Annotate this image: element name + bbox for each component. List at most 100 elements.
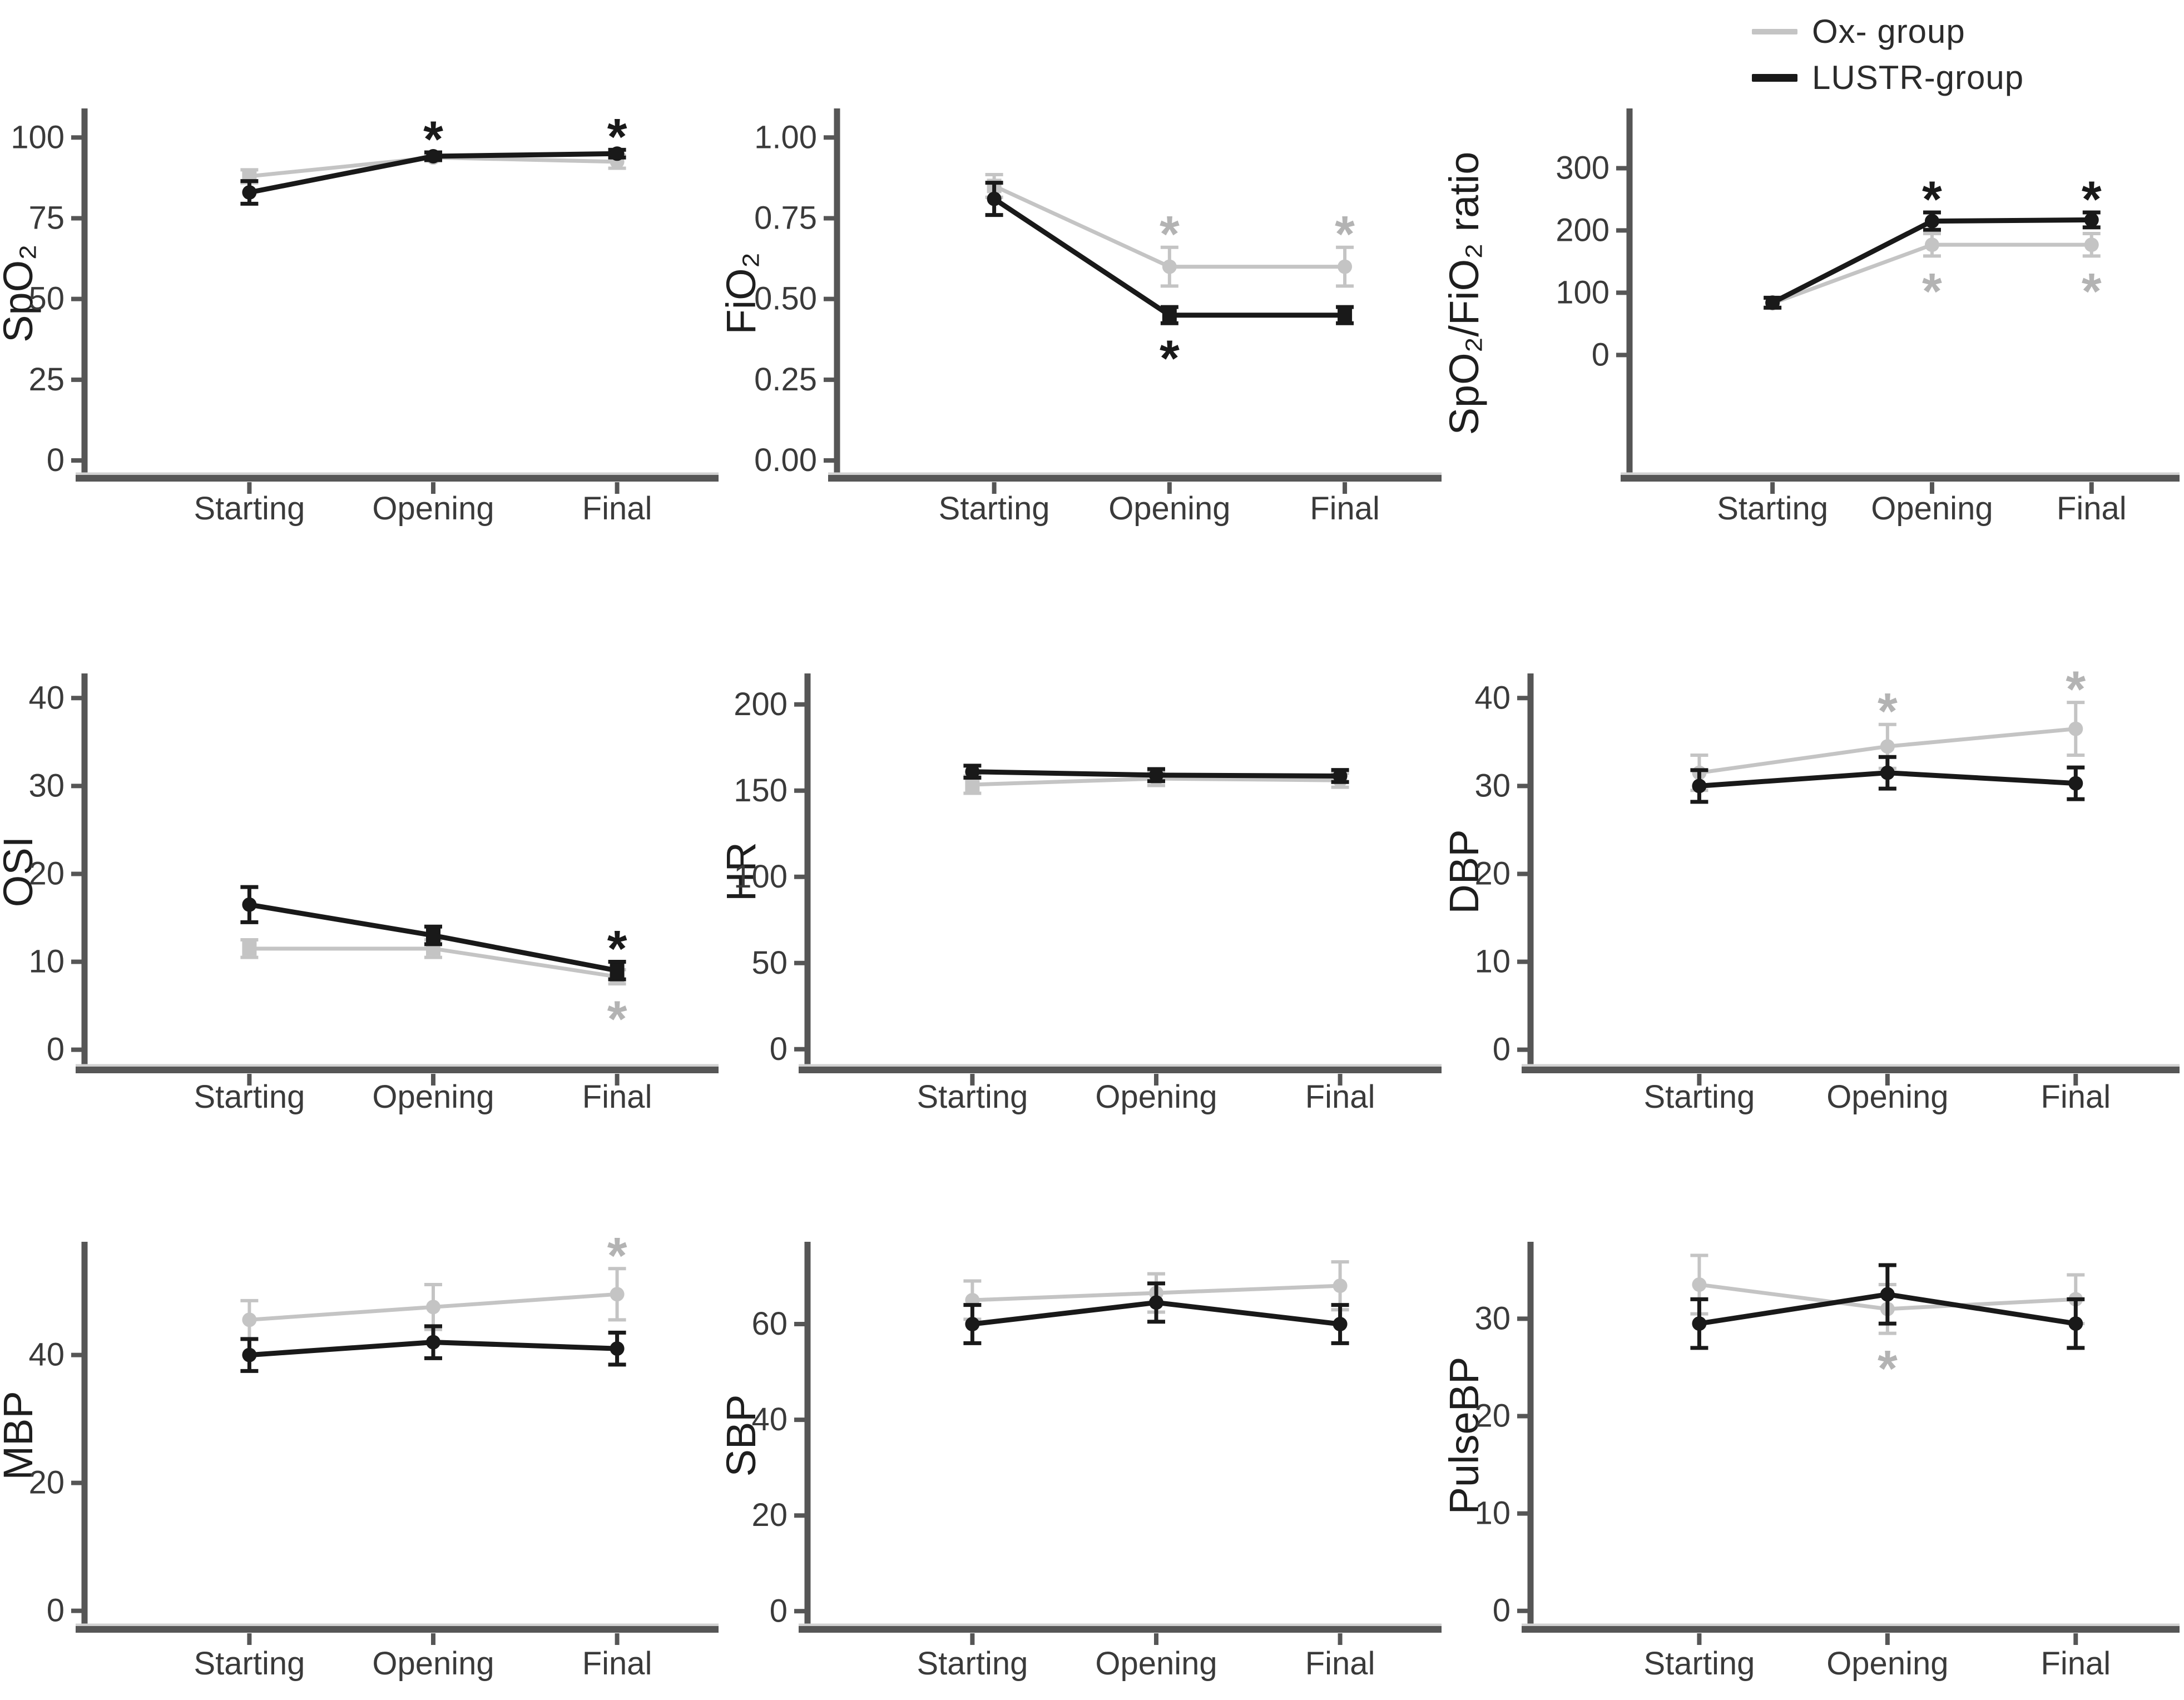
significance-asterisk: *	[2066, 661, 2086, 718]
x-tick-label: Final	[582, 1079, 652, 1115]
y-tick-label: 30	[1474, 767, 1511, 804]
data-point	[2068, 1316, 2083, 1331]
data-point	[1162, 308, 1177, 323]
series-lustr-group	[240, 885, 626, 982]
data-point	[1338, 308, 1353, 323]
x-tick-label: Starting	[1717, 490, 1828, 527]
data-point	[1924, 214, 1939, 229]
series-lustr-group	[963, 1281, 1349, 1345]
data-point	[965, 1317, 980, 1332]
data-point	[1924, 237, 1939, 252]
data-point	[1333, 1278, 1348, 1293]
x-tick-label: Opening	[1095, 1079, 1217, 1115]
y-tick-label: 20	[1474, 855, 1511, 891]
y-axis-label: FiO₂	[723, 252, 764, 335]
data-point	[426, 928, 440, 943]
series-lustr-group	[1764, 210, 2101, 310]
data-point	[1333, 1317, 1348, 1332]
chart-HR: HR 0 50 100 150 200 Starting Opening Final	[723, 673, 1442, 1115]
significance-asterisk: *	[607, 991, 627, 1048]
significance-asterisk: *	[1160, 330, 1180, 387]
data-point	[1880, 1287, 1895, 1302]
legend-item-label: Ox- group	[1812, 13, 1965, 50]
data-point	[242, 1312, 257, 1327]
x-tick-label: Starting	[194, 1079, 305, 1115]
x-tick-label: Final	[2041, 1646, 2111, 1682]
x-tick-label: Final	[2057, 490, 2127, 527]
data-point	[242, 185, 257, 200]
data-point	[242, 941, 257, 956]
x-tick-label: Starting	[194, 490, 305, 527]
y-tick-label: 100	[1556, 274, 1609, 310]
y-tick-label: 0	[770, 1593, 788, 1629]
data-point	[426, 1335, 440, 1350]
chart-SBP: SBP 0 20 40 60 Starting Opening Final	[723, 1242, 1442, 1682]
chart-FiO₂: FiO₂ 0.00 0.25 0.50 0.75 1.00 Starting Opening F…	[723, 108, 1442, 527]
x-tick-label: Opening	[1108, 490, 1230, 527]
y-tick-label: 1.00	[754, 119, 817, 155]
data-point	[1880, 765, 1895, 780]
data-point	[1765, 295, 1780, 310]
significance-asterisk: *	[1922, 171, 1942, 228]
data-point	[2068, 721, 2083, 736]
data-point	[610, 146, 625, 161]
y-tick-label: 200	[734, 686, 788, 722]
chart-cell: MBP 0 20 40 Starting Opening Final *	[0, 1140, 723, 1700]
x-tick-label: Opening	[372, 490, 494, 527]
chart-SpO₂/FiO₂ ratio: SpO₂/FiO₂ ratio 0 100 200 300 Starting Opening…	[1446, 108, 2180, 527]
y-tick-label: 0.00	[754, 442, 817, 478]
significance-asterisk: *	[1335, 206, 1355, 263]
series-lustr-group	[1690, 1263, 2085, 1350]
axes: 0 10 20 30 40 Starting Opening Final	[28, 673, 719, 1115]
chart-cell: FiO₂ 0.00 0.25 0.50 0.75 1.00 Starting Opening F…	[723, 0, 1446, 567]
y-tick-label: 30	[28, 767, 65, 804]
chart-cell: OSI 0 10 20 30 40 Starting Opening Final * *	[0, 567, 723, 1140]
significance-asterisk: *	[1160, 206, 1180, 263]
data-point	[426, 148, 440, 163]
x-tick-label: Opening	[372, 1079, 494, 1115]
data-point	[987, 191, 1002, 206]
data-point	[1880, 739, 1895, 754]
legend-item-label: LUSTR-group	[1812, 59, 2024, 96]
series-lustr-group	[963, 764, 1349, 784]
significance-asterisk: *	[607, 921, 627, 978]
y-tick-label: 0	[1592, 336, 1609, 373]
x-tick-label: Opening	[1871, 490, 1993, 527]
y-axis-label: SBP	[723, 1394, 764, 1476]
x-tick-label: Starting	[917, 1646, 1028, 1682]
x-tick-label: Final	[582, 490, 652, 527]
y-axis-label: HR	[723, 842, 764, 901]
x-tick-label: Final	[1310, 490, 1380, 527]
y-axis-label: MBP	[0, 1391, 41, 1480]
y-tick-label: 0	[1493, 1593, 1511, 1629]
data-point	[242, 1347, 257, 1362]
x-tick-label: Opening	[1826, 1079, 1948, 1115]
y-tick-label: 40	[751, 1401, 788, 1438]
significance-asterisk: *	[1922, 263, 1942, 320]
chart-cell: SpO₂ 0 25 50 75 100 Starting Opening Final * *	[0, 0, 723, 567]
chart-PulseBP: PulseBP 0 10 20 30 Starting Opening Final *	[1446, 1242, 2180, 1682]
x-tick-label: Starting	[917, 1079, 1028, 1115]
chart-SpO₂: SpO₂ 0 25 50 75 100 Starting Opening Final * *	[0, 108, 719, 527]
y-tick-label: 200	[1556, 212, 1609, 248]
y-tick-label: 0.50	[754, 281, 817, 317]
data-point	[426, 1300, 440, 1315]
data-point	[610, 1287, 625, 1302]
legend: Ox- group LUSTR-group	[1752, 12, 2024, 97]
y-tick-label: 20	[1474, 1397, 1511, 1434]
y-tick-label: 40	[28, 680, 65, 716]
data-point	[2084, 237, 2099, 252]
axes: 0 50 100 150 200 Starting Opening Final	[734, 673, 1442, 1115]
chart-cell: SBP 0 20 40 60 Starting Opening Final	[723, 1140, 1446, 1700]
x-tick-label: Opening	[372, 1646, 494, 1682]
y-tick-label: 0	[1493, 1032, 1511, 1068]
y-tick-label: 100	[734, 859, 788, 895]
significance-asterisk: *	[423, 111, 443, 168]
y-tick-label: 0.25	[754, 361, 817, 398]
chart-DBP: DBP 0 10 20 30 40 Starting Opening Final * *	[1446, 661, 2180, 1115]
x-tick-label: Final	[582, 1646, 652, 1682]
legend-line-swatch	[1752, 28, 1797, 34]
chart-cell: PulseBP 0 10 20 30 Starting Opening Final *	[1446, 1140, 2184, 1700]
y-tick-label: 0	[47, 1032, 65, 1068]
